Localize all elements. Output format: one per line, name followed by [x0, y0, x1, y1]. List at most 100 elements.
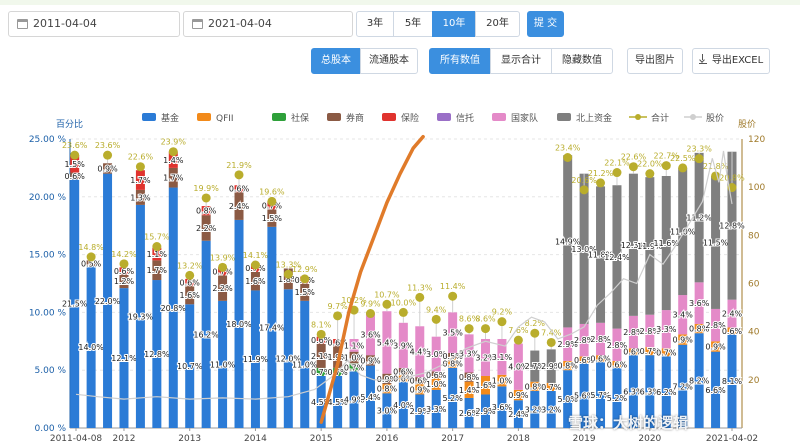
bar-segment	[711, 175, 721, 309]
range-20y-button[interactable]: 20年	[475, 11, 520, 37]
segment-value-label: 20.8%	[161, 304, 187, 313]
total-shares-button[interactable]: 总股本	[311, 48, 361, 74]
bar-segment	[579, 363, 589, 428]
bar-segment	[152, 247, 162, 261]
segment-value-label: 2.4%	[722, 310, 743, 319]
segment-value-label: 0.8%	[377, 385, 398, 394]
bar-segment	[530, 391, 540, 428]
x-tick-label: 2018	[507, 434, 530, 444]
segment-value-label: 1.0%	[492, 377, 513, 386]
segment-value-label: 5.4%	[377, 338, 398, 347]
segment-value-label: 0.6%	[393, 367, 414, 376]
segment-value-label: 0.7%	[311, 368, 332, 377]
bar-segment	[168, 167, 178, 188]
total-label: 14.1%	[243, 251, 269, 260]
segment-value-label: 0.7%	[262, 201, 283, 210]
submit-button[interactable]: 提 交	[527, 11, 564, 37]
x-tick-label: 2021-04-02	[706, 434, 758, 444]
total-label: 9.2%	[492, 308, 513, 317]
export-image-button[interactable]: 导出图片	[627, 48, 683, 74]
bar-segment	[596, 322, 606, 356]
bar-segment	[546, 391, 556, 428]
bar-segment	[464, 372, 474, 382]
bar-segment	[316, 375, 326, 428]
end-date-input[interactable]: 2021-04-04	[183, 11, 353, 37]
legend-swatch	[492, 113, 506, 121]
segment-value-label: 5.6%	[574, 392, 595, 401]
bar-segment	[612, 367, 622, 428]
segment-value-label: 10.7%	[177, 362, 203, 371]
legend-swatch	[557, 113, 571, 121]
range-10y-button[interactable]: 10年	[432, 11, 476, 37]
float-shares-button[interactable]: 流通股本	[360, 48, 418, 74]
x-tick-label: 2013	[178, 434, 201, 444]
segment-value-label: 1.6%	[245, 277, 266, 286]
segment-value-label: 3.5%	[442, 329, 463, 338]
segment-value-label: 4.0%	[393, 401, 414, 410]
bar-segment	[119, 267, 129, 275]
bar-segment	[283, 289, 293, 428]
bar-segment	[86, 266, 96, 428]
hide-values-button[interactable]: 隐藏数值	[551, 48, 613, 74]
bar-segment	[250, 290, 260, 428]
bar-segment	[168, 187, 178, 428]
bar-segment	[234, 219, 244, 428]
legend-swatch	[382, 113, 396, 121]
segment-value-label: 8.1%	[722, 377, 743, 386]
bar-segment	[201, 206, 211, 216]
total-point	[694, 154, 704, 164]
bar-segment	[398, 367, 408, 375]
total-label: 10.2%	[341, 296, 367, 305]
total-label: 23.6%	[95, 141, 121, 150]
segment-value-label: 3.4%	[673, 311, 694, 320]
bar-segment	[333, 338, 343, 346]
left-tick-label: 5.00 %	[35, 366, 67, 376]
segment-value-label: 2.7%	[525, 362, 546, 371]
end-date-value: 2021-04-04	[208, 17, 272, 30]
segment-value-label: 4.4%	[410, 348, 431, 357]
bar-segment	[579, 173, 589, 324]
bar-segment	[267, 209, 277, 227]
total-point	[185, 270, 195, 280]
total-label: 10.0%	[391, 298, 417, 307]
range-3y-button[interactable]: 3年	[356, 11, 394, 37]
start-date-input[interactable]: 2011-04-04	[8, 11, 180, 37]
segment-value-label: 5.2%	[607, 394, 628, 403]
bar-segment	[596, 186, 606, 323]
total-label: 22.1%	[604, 159, 630, 168]
bar-segment	[645, 314, 655, 348]
segment-value-label: 3.6%	[360, 330, 381, 339]
bar-segment	[628, 315, 638, 349]
segment-value-label: 0.7%	[640, 347, 661, 356]
total-label: 12.9%	[292, 265, 318, 274]
segment-value-label: 1.0%	[426, 380, 447, 389]
segment-value-label: 16.2%	[193, 330, 219, 339]
bar-segment	[267, 226, 277, 428]
segment-value-label: 14.9%	[555, 237, 581, 246]
total-point	[152, 242, 162, 252]
bar-segment	[103, 163, 113, 174]
segment-value-label: 11.9%	[243, 355, 269, 364]
total-point	[661, 161, 671, 171]
bar-segment	[546, 349, 556, 383]
bar-segment	[415, 326, 425, 378]
show-total-button[interactable]: 显示合计	[490, 48, 552, 74]
export-excel-button[interactable]: 导出EXCEL	[692, 48, 770, 74]
bar-segment	[678, 334, 688, 345]
show-all-values-button[interactable]: 所有数值	[429, 48, 491, 74]
total-label: 9.9%	[360, 300, 381, 309]
total-point	[497, 317, 507, 327]
legend-label: QFII	[216, 114, 234, 124]
bar-segment	[152, 260, 162, 281]
bar-segment	[218, 275, 228, 301]
total-label: 20.6%	[571, 176, 597, 185]
segment-value-label: 5.2%	[442, 394, 463, 403]
segment-value-label: 11.2%	[686, 214, 712, 223]
segment-value-label: 2.9%	[541, 362, 562, 371]
bar-segment	[678, 295, 688, 335]
bar-segment	[563, 155, 573, 328]
segment-value-label: 1.7%	[147, 266, 168, 275]
bar-segment	[694, 323, 704, 334]
x-tick-label: 2012	[113, 434, 136, 444]
